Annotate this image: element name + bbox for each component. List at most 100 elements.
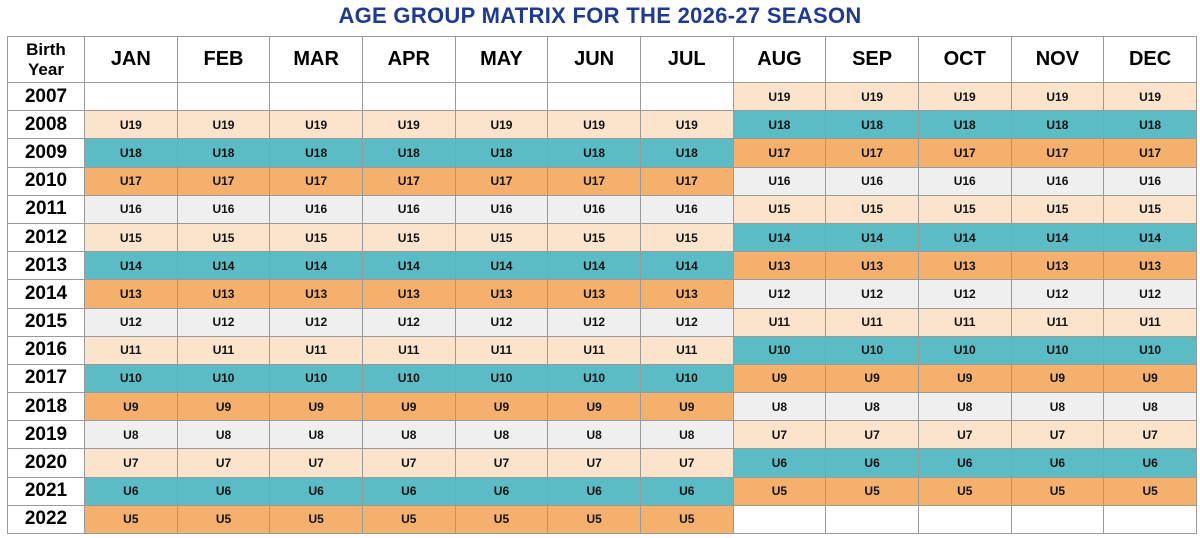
age-group-cell: U18	[454, 138, 549, 168]
age-group-cell: U13	[917, 251, 1012, 281]
age-group-cell: U14	[361, 251, 456, 281]
age-group-cell: U6	[454, 476, 549, 506]
age-group-cell: U14	[176, 251, 271, 281]
age-group-cell: U14	[269, 251, 363, 281]
age-group-cell: U9	[84, 392, 178, 422]
age-group-cell: U18	[547, 138, 641, 168]
age-group-cell: U15	[547, 222, 641, 253]
table-row: 2009 U18 U18 U18 U18 U18 U18 U18 U17 U17 U17 U17 U17	[7, 138, 1197, 168]
age-group-cell: U9	[176, 392, 271, 422]
age-group-cell: U16	[361, 194, 456, 224]
table-row: 2017 U10 U10 U10 U10 U10 U10 U10 U9 U9 U9 U9 U9	[7, 363, 1197, 394]
age-group-cell: U7	[1103, 420, 1197, 450]
month-header-oct: OCT	[917, 36, 1012, 83]
empty-cell	[547, 81, 641, 112]
table-row: 2014 U13 U13 U13 U13 U13 U13 U13 U12 U12 U12 U12 U12	[7, 279, 1197, 309]
age-group-cell: U13	[454, 279, 549, 309]
age-group-cell: U5	[825, 476, 919, 506]
age-group-cell: U7	[176, 448, 271, 478]
age-group-cell: U14	[825, 222, 919, 253]
table-row: 2013 U14 U14 U14 U14 U14 U14 U14 U13 U13 U13 U13 U13	[7, 251, 1197, 281]
age-group-cell: U9	[825, 363, 919, 394]
age-group-cell: U11	[84, 335, 178, 365]
age-group-cell: U17	[639, 166, 734, 196]
age-group-cell: U13	[825, 251, 919, 281]
birth-year-cell: 2018	[7, 392, 85, 422]
birth-year-cell: 2008	[7, 110, 85, 140]
age-group-cell: U7	[269, 448, 363, 478]
table-row: 2018 U9 U9 U9 U9 U9 U9 U9 U8 U8 U8 U8 U8	[7, 392, 1197, 422]
age-group-cell: U10	[176, 363, 271, 394]
age-group-cell: U12	[825, 279, 919, 309]
age-group-cell: U8	[176, 420, 271, 450]
age-group-cell: U7	[639, 448, 734, 478]
age-group-cell: U19	[1103, 81, 1197, 112]
age-group-cell: U5	[732, 476, 827, 506]
table-row: 2021 U6 U6 U6 U6 U6 U6 U6 U5 U5 U5 U5 U5	[7, 476, 1197, 506]
age-group-cell: U5	[176, 504, 271, 535]
birth-year-cell: 2014	[7, 279, 85, 309]
age-group-cell: U17	[454, 166, 549, 196]
age-group-cell: U15	[917, 194, 1012, 224]
table-row: 2019 U8 U8 U8 U8 U8 U8 U8 U7 U7 U7 U7 U7	[7, 420, 1197, 450]
age-group-cell: U8	[1103, 392, 1197, 422]
age-group-cell: U10	[84, 363, 178, 394]
age-group-cell: U12	[639, 307, 734, 337]
age-group-cell: U8	[547, 420, 641, 450]
age-group-cell: U10	[547, 363, 641, 394]
age-group-cell: U7	[547, 448, 641, 478]
age-group-cell: U14	[1103, 222, 1197, 253]
age-group-cell: U14	[732, 222, 827, 253]
birth-year-cell: 2020	[7, 448, 85, 478]
month-header-mar: MAR	[269, 36, 363, 83]
table-row: 2008 U19 U19 U19 U19 U19 U19 U19 U18 U18 U18 U18 U18	[7, 110, 1197, 140]
age-group-cell: U10	[732, 335, 827, 365]
age-group-cell: U17	[84, 166, 178, 196]
age-group-cell: U9	[547, 392, 641, 422]
age-group-cell: U14	[547, 251, 641, 281]
age-group-cell: U18	[1103, 110, 1197, 140]
table-row: 2012 U15 U15 U15 U15 U15 U15 U15 U14 U14 U14 U14 U14	[7, 222, 1197, 253]
birth-year-cell: 2016	[7, 335, 85, 365]
age-group-cell: U15	[454, 222, 549, 253]
age-group-cell: U10	[825, 335, 919, 365]
empty-cell	[454, 81, 549, 112]
age-group-matrix: Birth Year JAN FEB MAR APR MAY JUN JUL A…	[7, 36, 1197, 535]
month-header-feb: FEB	[176, 36, 271, 83]
age-group-cell: U9	[1010, 363, 1105, 394]
age-group-cell: U9	[917, 363, 1012, 394]
table-row: 2022 U5 U5 U5 U5 U5 U5 U5	[7, 504, 1197, 535]
birth-year-header: Birth Year	[7, 36, 85, 83]
birth-year-cell: 2015	[7, 307, 85, 337]
age-group-cell: U8	[639, 420, 734, 450]
age-group-cell: U17	[825, 138, 919, 168]
age-group-cell: U11	[547, 335, 641, 365]
age-group-cell: U10	[917, 335, 1012, 365]
age-group-cell: U9	[454, 392, 549, 422]
age-group-cell: U17	[732, 138, 827, 168]
age-group-cell: U7	[825, 420, 919, 450]
age-group-cell: U9	[1103, 363, 1197, 394]
age-group-cell: U15	[84, 222, 178, 253]
age-group-cell: U5	[547, 504, 641, 535]
age-group-cell: U11	[1103, 307, 1197, 337]
empty-cell	[732, 504, 827, 535]
birth-year-cell: 2019	[7, 420, 85, 450]
age-group-cell: U12	[269, 307, 363, 337]
age-group-cell: U11	[639, 335, 734, 365]
month-header-apr: APR	[361, 36, 456, 83]
age-group-cell: U5	[454, 504, 549, 535]
age-group-cell: U12	[84, 307, 178, 337]
age-group-cell: U16	[84, 194, 178, 224]
month-header-jul: JUL	[639, 36, 734, 83]
month-header-aug: AUG	[732, 36, 827, 83]
table-row: 2020 U7 U7 U7 U7 U7 U7 U7 U6 U6 U6 U6 U6	[7, 448, 1197, 478]
age-group-cell: U5	[639, 504, 734, 535]
empty-cell	[1010, 504, 1105, 535]
age-group-cell: U11	[454, 335, 549, 365]
age-group-cell: U11	[176, 335, 271, 365]
age-group-cell: U13	[269, 279, 363, 309]
age-group-cell: U13	[1010, 251, 1105, 281]
age-group-cell: U19	[1010, 81, 1105, 112]
month-header-nov: NOV	[1010, 36, 1105, 83]
